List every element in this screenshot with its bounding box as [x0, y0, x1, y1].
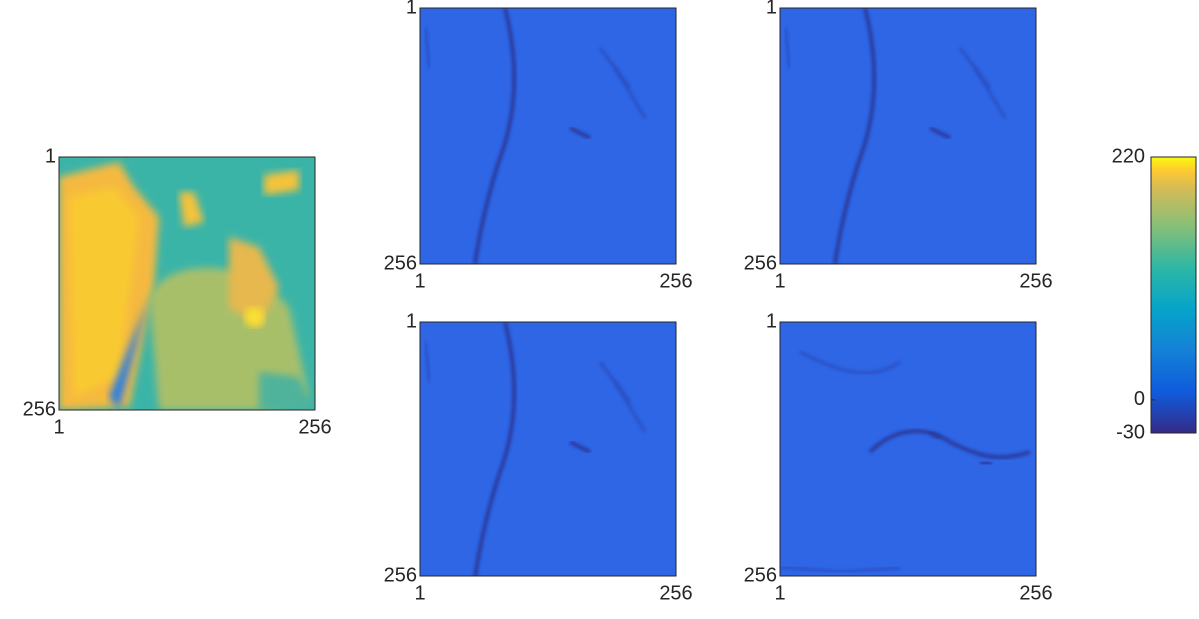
image	[780, 322, 1036, 576]
y-tick-label: 1	[766, 310, 777, 332]
axes-frame	[1150, 156, 1197, 434]
image-feature	[423, 341, 432, 383]
image-background	[780, 8, 1036, 264]
x-tick-label: 256	[659, 582, 692, 604]
image-feature	[783, 27, 792, 69]
x-tick-label: 256	[1019, 270, 1052, 292]
y-tick-label: 1	[406, 310, 417, 332]
y-tick-label: 256	[384, 252, 417, 274]
image-feature	[69, 187, 139, 397]
axes-frame	[779, 321, 1037, 577]
image-feature	[423, 27, 432, 69]
axes-frame	[419, 321, 677, 577]
y-tick-label: 1	[45, 145, 56, 167]
image-feature	[929, 126, 951, 140]
x-tick-label: 256	[1019, 582, 1052, 604]
image-feature	[799, 350, 901, 375]
image-feature	[780, 565, 901, 574]
y-tick-label: 1	[406, 0, 417, 18]
image-feature	[179, 192, 204, 227]
colorbar: -30 0 220	[1112, 145, 1197, 443]
image-feature	[259, 372, 315, 410]
image-background	[420, 322, 676, 576]
image-feature	[244, 307, 265, 327]
image-feature	[569, 126, 591, 140]
image-feature	[979, 460, 993, 466]
image	[59, 157, 315, 410]
y-tick-label: 256	[744, 252, 777, 274]
image-feature	[473, 8, 517, 264]
image-feature	[833, 8, 877, 264]
y-tick-label: 256	[384, 564, 417, 586]
colorbar-tick-label: 220	[1112, 145, 1145, 167]
image-background	[420, 8, 676, 264]
y-tick-label: 256	[23, 398, 56, 420]
y-tick-label: 256	[744, 564, 777, 586]
colorbar-tick-label: 0	[1134, 388, 1145, 410]
image-feature	[264, 170, 299, 195]
x-tick-label: 256	[298, 416, 331, 438]
axes-frame	[419, 7, 677, 265]
image-feature	[569, 440, 591, 454]
colorbar-gradient	[1151, 157, 1196, 433]
x-tick-label: 1	[774, 582, 785, 604]
x-tick-label: 256	[659, 270, 692, 292]
colorbar-tick-label: -30	[1116, 421, 1145, 443]
image-feature	[928, 430, 942, 440]
x-tick-label: 1	[774, 270, 785, 292]
x-tick-label: 1	[414, 582, 425, 604]
image-feature	[613, 381, 647, 433]
image-background	[780, 322, 1036, 576]
image-feature	[109, 297, 149, 410]
axes-frame	[779, 7, 1037, 265]
axes-frame	[58, 156, 316, 411]
image	[420, 8, 676, 264]
image-feature	[973, 67, 1007, 119]
image-feature	[229, 237, 279, 327]
image-feature	[868, 429, 1031, 460]
x-tick-label: 1	[414, 270, 425, 292]
image	[420, 322, 676, 576]
image-feature	[613, 67, 647, 119]
image-feature	[473, 322, 517, 576]
x-tick-label: 1	[53, 416, 64, 438]
image	[780, 8, 1036, 264]
y-tick-label: 1	[766, 0, 777, 18]
